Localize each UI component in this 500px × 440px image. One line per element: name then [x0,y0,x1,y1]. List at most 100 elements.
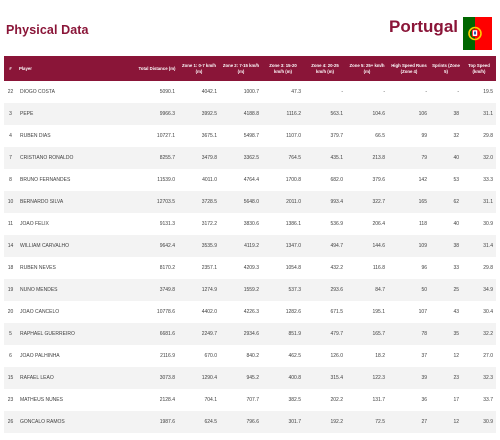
col-header-total-distance: Total Distance (m) [138,65,176,71]
cell-sprints: 62 [453,199,459,205]
table-row: 23 MATHEUS NUNES 2128.4 704.1 707.7 382.5 202.… [4,389,496,411]
table-row: 11 JOAO FELIX 9131.3 3172.2 3830.6 1386.1 536.… [4,213,496,235]
cell-zone4: 379.7 [330,133,343,139]
cell-zone5: 144.6 [372,243,385,249]
cell-player: GONCALO RAMOS [20,419,65,425]
cell-total-distance: 6681.6 [159,331,175,337]
cell-zone1: 624.5 [204,419,217,425]
cell-high-speed-runs: 78 [421,331,427,337]
col-header-zone5: Zone 5: 25+ km/h (m) [349,63,385,74]
cell-total-distance: 12703.5 [156,199,175,205]
cell-sprints: - [457,89,459,95]
cell-number: 5 [9,331,12,337]
cell-zone3: 1347.0 [285,243,301,249]
cell-zone5: 322.7 [372,199,385,205]
cell-zone5: 104.6 [372,111,385,117]
cell-zone5: 165.7 [372,331,385,337]
cell-high-speed-runs: 36 [421,397,427,403]
table-row: 4 RUBEN DIAS 10727.1 3675.1 5498.7 1107.0 379.… [4,125,496,147]
cell-zone1: 3728.5 [201,199,217,205]
cell-zone3: 1107.0 [286,133,301,139]
cell-zone1: 3675.1 [201,133,217,139]
cell-zone2: 5648.0 [243,199,259,205]
table-row: 8 BRUNO FERNANDES 11539.0 4011.0 4764.4 1700.… [4,169,496,191]
cell-player: PEPE [20,111,34,117]
cell-number: 7 [9,155,12,161]
cell-high-speed-runs: 165 [418,199,427,205]
cell-sprints: 23 [453,375,459,381]
cell-zone1: 3479.8 [201,155,217,161]
cell-top-speed: 32.2 [483,331,493,337]
cell-zone4: 682.0 [330,177,343,183]
cell-zone5: 122.3 [372,375,385,381]
cell-total-distance: 11539.0 [157,177,175,183]
cell-high-speed-runs: - [425,89,427,95]
cell-zone5: 195.1 [372,309,385,315]
cell-top-speed: 31.1 [483,199,493,205]
table-row: 15 RAFAEL LEAO 3073.8 1290.4 945.2 400.8 315.4… [4,367,496,389]
col-header-player: Player [19,65,32,71]
cell-zone4: 993.4 [330,199,343,205]
portugal-flag-icon [463,17,492,50]
cell-zone4: 479.7 [330,331,343,337]
cell-zone5: 72.5 [375,419,385,425]
cell-zone5: 206.4 [372,221,385,227]
cell-player: RUBEN DIAS [20,133,51,139]
cell-zone1: 3992.5 [201,111,217,117]
cell-top-speed: 29.8 [483,265,493,271]
col-header-sprints: Sprints (Zone 5) [432,63,460,74]
col-header-number: # [9,65,12,71]
cell-top-speed: 29.8 [483,133,493,139]
cell-total-distance: 5090.1 [159,89,175,95]
cell-zone3: 1700.8 [285,177,301,183]
cell-zone3: 851.9 [288,331,301,337]
cell-zone1: 670.0 [204,353,217,359]
cell-player: JOAO PALHINHA [20,353,60,359]
physical-data-table: # Player Total Distance (m) Zone 1: 0-7 … [4,56,496,433]
cell-total-distance: 2116.9 [160,353,175,359]
cell-player: NUNO MENDES [20,287,58,293]
cell-zone4: 432.2 [330,265,343,271]
cell-number: 4 [9,133,12,139]
cell-top-speed: 31.1 [483,111,493,117]
cell-total-distance: 8170.2 [159,265,175,271]
cell-number: 3 [9,111,12,117]
cell-high-speed-runs: 118 [419,221,427,227]
cell-sprints: 12 [453,353,459,359]
cell-number: 15 [7,375,14,381]
cell-sprints: 25 [453,287,459,293]
cell-high-speed-runs: 142 [418,177,427,183]
cell-zone4: 563.1 [330,111,343,117]
cell-zone5: 84.7 [375,287,385,293]
cell-zone2: 4209.3 [243,265,259,271]
cell-zone4: 192.2 [330,419,343,425]
cell-top-speed: 30.9 [483,221,493,227]
cell-zone1: 4402.0 [201,309,217,315]
cell-high-speed-runs: 79 [421,155,427,161]
cell-zone2: 4119.2 [244,243,259,249]
cell-number: 22 [7,89,14,95]
cell-sprints: 35 [453,331,459,337]
cell-top-speed: 32.3 [483,375,493,381]
cell-total-distance: 10727.1 [156,133,175,139]
cell-high-speed-runs: 109 [418,243,427,249]
cell-zone2: 796.6 [246,419,259,425]
cell-top-speed: 27.0 [483,353,493,359]
cell-player: MATHEUS NUNES [20,397,63,403]
cell-sprints: 17 [453,397,459,403]
page-header: Physical Data Portugal [0,0,500,52]
cell-zone3: 382.5 [288,397,301,403]
cell-high-speed-runs: 107 [418,309,427,315]
table-row: 7 CRISTIANO RONALDO 8255.7 3479.8 3362.5 764.… [4,147,496,169]
cell-sprints: 53 [453,177,459,183]
cell-total-distance: 8255.7 [159,155,175,161]
cell-player: WILLIAM CARVALHO [20,243,69,249]
cell-zone5: 66.5 [375,133,385,139]
cell-zone4: 536.9 [330,221,343,227]
cell-sprints: 40 [453,155,459,161]
cell-zone2: 1000.7 [243,89,259,95]
page-title: Physical Data [6,23,89,37]
cell-zone3: 1282.6 [285,309,301,315]
cell-zone3: 400.8 [288,375,301,381]
cell-sprints: 38 [453,111,459,117]
